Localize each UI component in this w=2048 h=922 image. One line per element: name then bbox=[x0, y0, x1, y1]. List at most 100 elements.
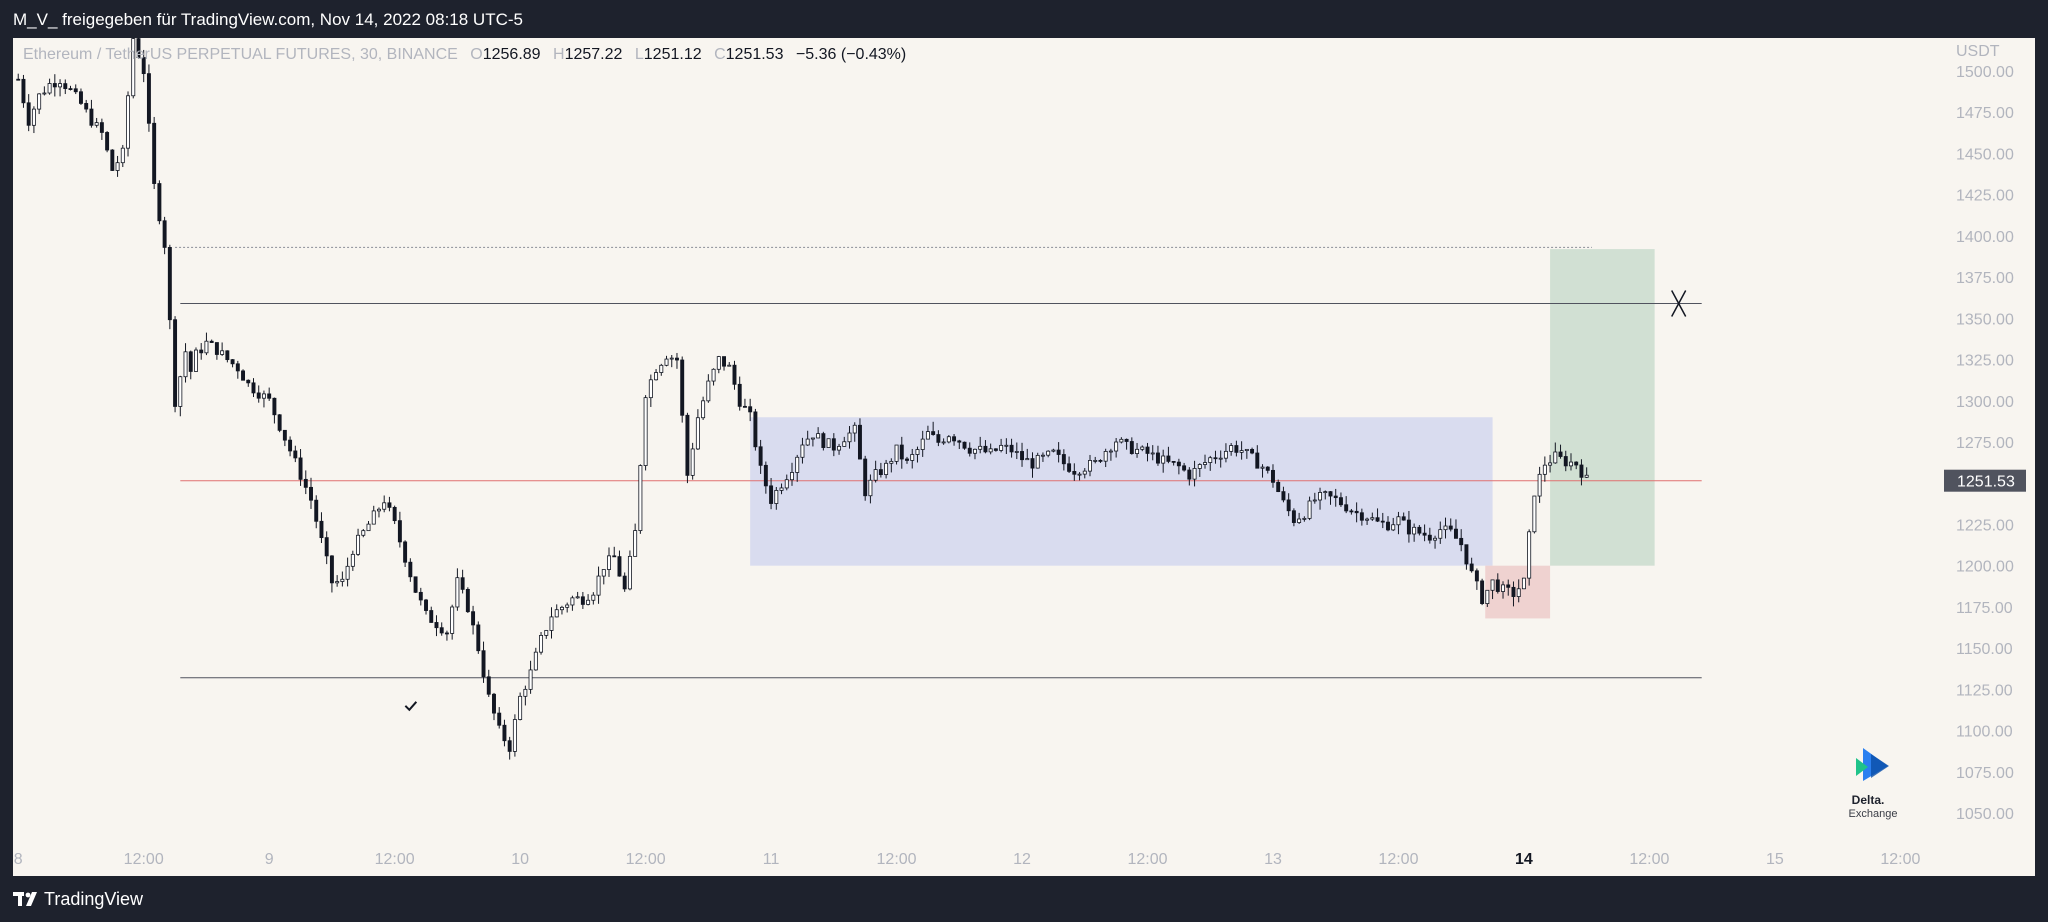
candle-body bbox=[314, 499, 319, 522]
candle-body bbox=[847, 432, 852, 443]
candle-body bbox=[925, 431, 930, 440]
candle-body bbox=[84, 103, 89, 110]
x-time-label: 12:00 bbox=[1880, 851, 1920, 868]
candle-body bbox=[329, 555, 334, 584]
candle-body bbox=[1155, 452, 1160, 464]
candle-body bbox=[397, 520, 402, 543]
profit-target-zone[interactable] bbox=[1550, 249, 1655, 566]
candle-body bbox=[580, 596, 585, 605]
candle-body bbox=[251, 382, 256, 394]
candle-body bbox=[701, 400, 706, 419]
candle-body bbox=[450, 606, 455, 634]
candle-body bbox=[533, 651, 538, 671]
candle-body bbox=[748, 406, 753, 413]
candle-body bbox=[1574, 461, 1579, 466]
candle-body bbox=[1161, 455, 1166, 464]
last-price-label: 1251.53 bbox=[1957, 474, 2015, 491]
candle-body bbox=[1281, 491, 1286, 501]
candle-body bbox=[936, 434, 941, 443]
candle-body bbox=[382, 502, 387, 510]
candle-body bbox=[732, 364, 737, 385]
candle-body bbox=[413, 576, 418, 593]
candle-body bbox=[68, 88, 73, 90]
close-value: 1251.53 bbox=[725, 46, 784, 63]
candle-body bbox=[988, 448, 993, 453]
chart-area[interactable]: USDT 1500.00 1475.00 1450.00 1425.00 1400.00 1… bbox=[13, 38, 2035, 876]
close-label: C bbox=[714, 46, 726, 63]
candle-body bbox=[863, 458, 868, 497]
candle-body bbox=[821, 433, 826, 448]
candle-body bbox=[1082, 470, 1087, 475]
candle-body bbox=[716, 356, 721, 370]
candle-body bbox=[167, 247, 172, 321]
candle-body bbox=[1427, 534, 1432, 541]
candle-body bbox=[507, 740, 512, 752]
candle-body bbox=[706, 380, 711, 402]
candle-body bbox=[1433, 537, 1438, 541]
bottom-bar: TradingView bbox=[0, 876, 2048, 922]
candle-body bbox=[528, 669, 533, 690]
candle-body bbox=[868, 479, 873, 497]
candle-body bbox=[1208, 457, 1213, 463]
high-label: H bbox=[553, 46, 565, 63]
x-time-label: 12:00 bbox=[1127, 851, 1167, 868]
x-time-label: 12:00 bbox=[626, 851, 666, 868]
watermark-text: Delta. bbox=[1852, 793, 1885, 807]
candle-body bbox=[476, 624, 481, 652]
check-mark-icon[interactable] bbox=[404, 701, 418, 712]
candle-body bbox=[1548, 462, 1553, 466]
candle-body bbox=[1150, 452, 1155, 455]
candle-body bbox=[575, 596, 580, 599]
candle-body bbox=[345, 565, 350, 580]
candle-body bbox=[455, 577, 460, 608]
candle-body bbox=[596, 575, 601, 596]
candle-body bbox=[622, 575, 627, 590]
candle-body bbox=[617, 556, 622, 577]
candle-body bbox=[1521, 577, 1526, 590]
candle-body bbox=[518, 695, 523, 720]
candle-body bbox=[1490, 579, 1495, 591]
y-tick-label: 1300.00 bbox=[1956, 394, 2014, 411]
candlestick-chart[interactable]: USDT 1500.00 1475.00 1450.00 1425.00 1400.00 1… bbox=[13, 38, 2035, 876]
y-tick-label: 1225.00 bbox=[1956, 517, 2014, 534]
candle-body bbox=[643, 397, 648, 466]
candle-body bbox=[1443, 525, 1448, 531]
candle-body bbox=[89, 108, 94, 126]
y-tick-label: 1450.00 bbox=[1956, 146, 2014, 163]
candle-body bbox=[356, 534, 361, 555]
candle-body bbox=[601, 569, 606, 577]
candle-body bbox=[403, 541, 408, 563]
candle-body bbox=[444, 632, 449, 635]
candle-body bbox=[1584, 474, 1589, 478]
candle-body bbox=[1176, 461, 1181, 467]
candle-body bbox=[1396, 516, 1401, 526]
candle-body bbox=[1108, 450, 1113, 453]
candle-body bbox=[1323, 491, 1328, 494]
candle-body bbox=[26, 102, 31, 126]
candle-body bbox=[1349, 510, 1354, 513]
close-x-mark[interactable] bbox=[1671, 290, 1687, 317]
last-price-tag bbox=[1944, 469, 2026, 492]
candle-body bbox=[225, 350, 230, 361]
candle-body bbox=[1527, 531, 1532, 579]
candle-body bbox=[183, 351, 188, 378]
candle-body bbox=[439, 627, 444, 634]
candle-body bbox=[340, 578, 345, 582]
candle-body bbox=[173, 319, 178, 407]
candle-body bbox=[565, 604, 570, 608]
candle-body bbox=[1558, 451, 1563, 457]
candle-body bbox=[852, 424, 857, 434]
candle-body bbox=[680, 359, 685, 416]
candle-body bbox=[366, 523, 371, 532]
x-day-label: 11 bbox=[763, 851, 780, 868]
candle-body bbox=[1480, 580, 1485, 605]
candle-body bbox=[842, 441, 847, 447]
candle-body bbox=[727, 364, 732, 367]
candle-body bbox=[309, 486, 313, 501]
candle-body bbox=[502, 724, 507, 742]
candle-body bbox=[1218, 457, 1223, 460]
candle-body bbox=[1328, 491, 1333, 497]
candle-body bbox=[1223, 450, 1228, 459]
candle-body bbox=[1020, 451, 1024, 461]
y-tick-label: 1475.00 bbox=[1956, 105, 2014, 122]
